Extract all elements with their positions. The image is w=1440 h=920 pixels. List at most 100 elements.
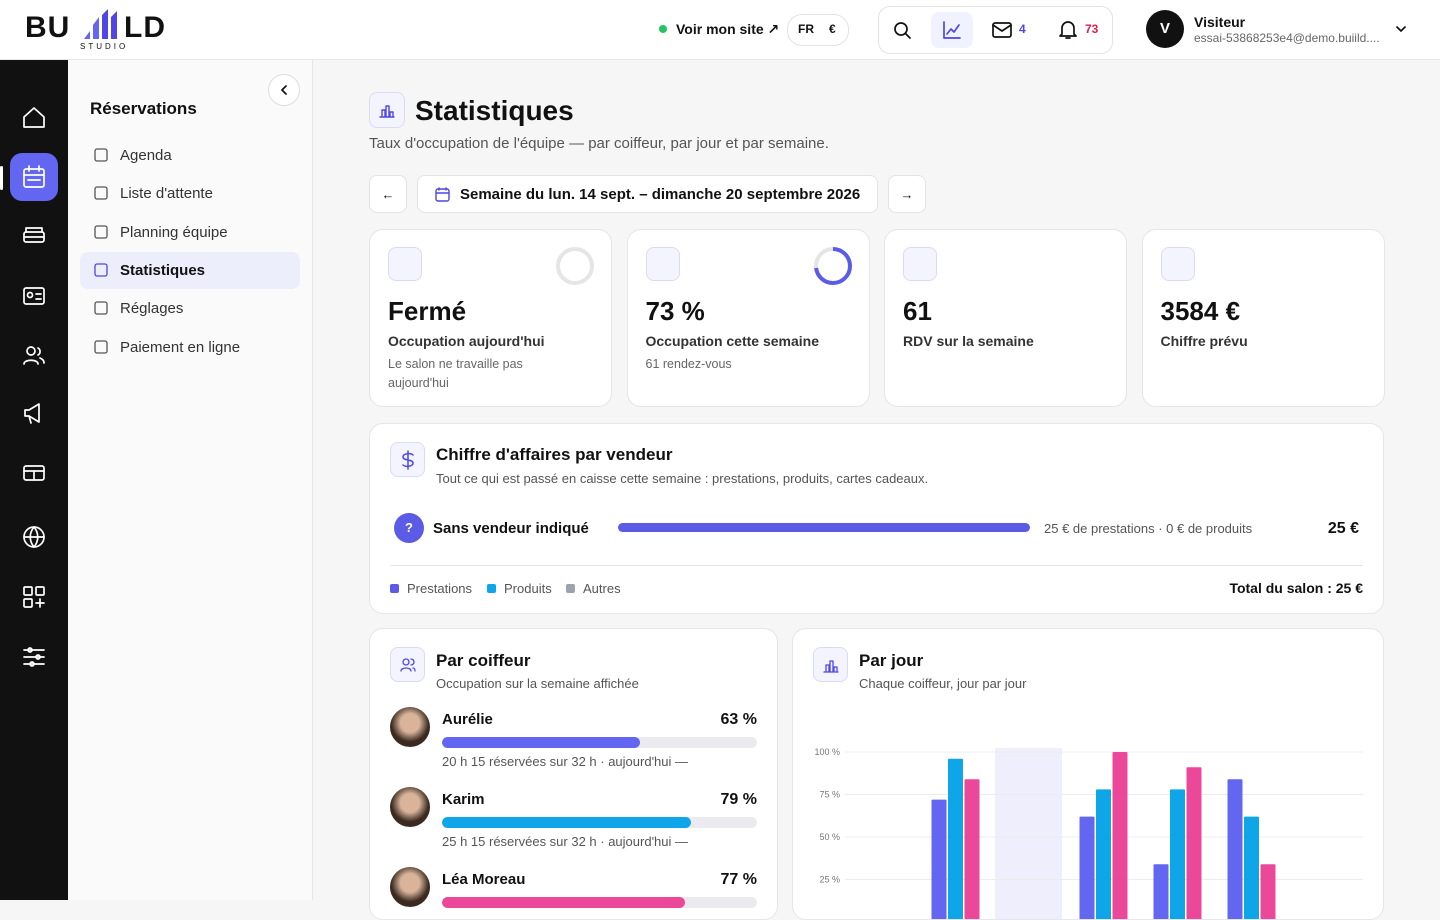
day-subtitle: Chaque coiffeur, jour par jour	[859, 676, 1027, 691]
staff-bar	[442, 817, 691, 828]
seller-badge: ?	[394, 513, 424, 543]
menu-icon-box	[94, 301, 108, 315]
staff-icon	[390, 647, 425, 682]
menu-item[interactable]: Statistiques	[120, 261, 206, 279]
day-chart: 100 % 75 % 50 % 25 %	[814, 747, 1363, 919]
user-name: Visiteur	[1194, 14, 1246, 30]
bar	[1244, 816, 1259, 919]
menu-icon-box	[94, 263, 108, 277]
day-card: Par jour Chaque coiffeur, jour par jour …	[792, 628, 1384, 920]
kpi-card: 3584 € Chiffre prévu	[1141, 229, 1385, 407]
notification-count: 73	[1085, 22, 1099, 36]
day-icon	[813, 647, 848, 682]
menu-item[interactable]: Planning équipe	[120, 223, 228, 241]
kpi-value: Fermé	[388, 296, 467, 326]
currency: €	[829, 22, 836, 36]
page: Statistiques {"header":{"logo":{"left":"…	[0, 6, 1440, 920]
kpi-label: RDV sur la semaine	[903, 333, 1034, 349]
seller-total: 25 €	[1327, 520, 1359, 537]
bar	[964, 779, 980, 919]
revenue-icon	[390, 442, 425, 477]
bar	[1153, 864, 1169, 919]
bar	[1096, 789, 1111, 919]
kpi-label: Occupation cette semaine	[645, 333, 820, 349]
lang-switch[interactable]: FR €	[787, 14, 849, 46]
legend-dot	[487, 584, 496, 593]
y-tick-label: 75 %	[819, 790, 840, 800]
kpi-label: Occupation aujourd'hui	[388, 333, 545, 349]
staff-card: Par coiffeur Occupation sur la semaine a…	[369, 628, 778, 920]
collapse-button[interactable]	[268, 74, 300, 106]
sidebar-title: Réservations	[90, 99, 197, 118]
menu-item[interactable]: Liste d'attente	[120, 185, 213, 203]
menu-icon-box	[94, 148, 108, 162]
user-menu-chevron[interactable]	[1396, 26, 1406, 33]
bar	[1186, 767, 1202, 919]
ring-progress	[813, 247, 852, 285]
next-week[interactable]: →	[888, 175, 926, 213]
menu-icon-box	[94, 224, 108, 239]
stats-button[interactable]	[931, 12, 973, 48]
bell-icon[interactable]	[1059, 20, 1077, 40]
day-title: Par jour	[859, 651, 924, 670]
kpi-icon	[1160, 247, 1195, 281]
kpi-icon	[903, 247, 937, 281]
week-label: Semaine du lun. 14 sept. – dimanche 20 s…	[460, 186, 861, 203]
logo-sub: STUDIO	[80, 42, 129, 51]
bar	[1260, 864, 1276, 919]
legend-dot	[390, 584, 399, 593]
revenue-title: Chiffre d'affaires par vendeur	[436, 445, 673, 464]
kpi-ring	[813, 247, 852, 285]
status-dot	[659, 25, 667, 33]
revenue-subtitle: Tout ce qui est passé en caisse cette se…	[436, 471, 929, 486]
staff-bar	[442, 737, 641, 748]
kpi-note: 61 rendez-vous	[645, 357, 732, 371]
week-picker[interactable]: Semaine du lun. 14 sept. – dimanche 20 s…	[417, 175, 878, 213]
staff-avatar	[390, 707, 430, 747]
today-highlight	[995, 748, 1062, 919]
page-title: Statistiques	[415, 95, 574, 126]
menu-icon	[94, 263, 108, 277]
staff-detail: 25 h 15 réservées sur 32 h · aujourd'hui…	[442, 834, 689, 849]
search-icon[interactable]	[893, 21, 911, 39]
y-tick-label: 100 %	[814, 747, 840, 757]
revenue-total: Total du salon : 25 €	[1229, 580, 1363, 596]
prev-week[interactable]: ←	[369, 175, 407, 213]
staff-title: Par coiffeur	[436, 651, 531, 670]
revenue-card: Chiffre d'affaires par vendeur Tout ce q…	[369, 423, 1384, 614]
language: FR	[798, 22, 814, 36]
logo-left: BU	[25, 11, 71, 44]
logo-right: LD	[124, 11, 166, 44]
bar	[1112, 752, 1128, 919]
mail-icon[interactable]	[992, 22, 1012, 38]
staff-name: Aurélie	[442, 711, 493, 728]
menu-icon	[94, 148, 108, 162]
menu-item[interactable]: Réglages	[120, 300, 184, 318]
nav-icons[interactable]	[22, 105, 46, 705]
active-indicator	[0, 166, 3, 190]
title-icon-glyph	[379, 105, 395, 118]
collapse-icon	[281, 85, 287, 95]
user-avatar[interactable]: V	[1146, 10, 1184, 48]
kpi-card: 61 RDV sur la semaine	[884, 229, 1127, 407]
staff-track	[442, 737, 757, 748]
menu-item[interactable]: Paiement en ligne	[120, 338, 241, 356]
legend-dot	[566, 584, 575, 593]
menu-icon	[94, 339, 108, 354]
people-glyph	[400, 658, 416, 672]
title-icon	[369, 92, 405, 128]
kpi-value: 61	[903, 296, 932, 326]
y-tick-label: 25 %	[819, 875, 840, 885]
active-item-bg	[80, 252, 300, 289]
site-link[interactable]: Voir mon site ↗	[676, 21, 780, 37]
seller-name: Sans vendeur indiqué	[433, 520, 589, 537]
staff-avatar	[390, 787, 430, 827]
menu-icon	[94, 224, 108, 239]
menu-item[interactable]: Agenda	[120, 147, 172, 164]
active-nav[interactable]	[10, 153, 58, 201]
seller-detail: 25 € de prestations · 0 € de produits	[1044, 521, 1253, 536]
kpi-icon	[388, 247, 422, 281]
legend-label: Prestations	[407, 581, 473, 596]
kpi-card: Fermé Occupation aujourd'hui Le salon ne t…	[369, 229, 612, 407]
menu-icon	[94, 301, 108, 315]
